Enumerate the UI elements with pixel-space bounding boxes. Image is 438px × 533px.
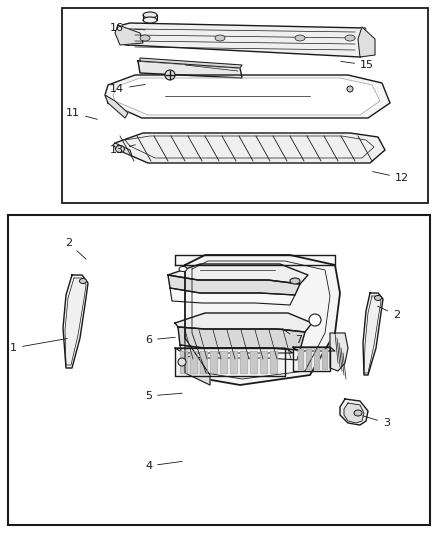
Polygon shape: [138, 61, 242, 78]
Polygon shape: [175, 313, 312, 332]
Ellipse shape: [215, 35, 225, 41]
Text: 14: 14: [110, 84, 145, 94]
Polygon shape: [340, 399, 368, 425]
Polygon shape: [113, 143, 132, 156]
Polygon shape: [185, 255, 340, 385]
Polygon shape: [330, 333, 348, 371]
Ellipse shape: [345, 35, 355, 41]
Ellipse shape: [290, 278, 300, 284]
Circle shape: [347, 86, 353, 92]
Bar: [8, 215, 430, 525]
Polygon shape: [115, 133, 385, 163]
Circle shape: [165, 70, 175, 80]
Text: 7: 7: [282, 328, 302, 345]
Ellipse shape: [179, 266, 187, 271]
Polygon shape: [363, 293, 383, 375]
Polygon shape: [240, 351, 247, 373]
Polygon shape: [250, 351, 257, 373]
Polygon shape: [180, 351, 187, 373]
Polygon shape: [298, 349, 303, 369]
Ellipse shape: [178, 358, 186, 366]
Ellipse shape: [143, 12, 157, 18]
Polygon shape: [168, 275, 300, 295]
Polygon shape: [200, 351, 207, 373]
Ellipse shape: [374, 295, 381, 301]
Text: 1: 1: [10, 338, 67, 353]
Text: 5: 5: [145, 391, 182, 401]
Polygon shape: [105, 95, 128, 118]
Text: 2: 2: [378, 306, 400, 320]
Ellipse shape: [80, 279, 86, 284]
Polygon shape: [293, 347, 330, 371]
Text: 16: 16: [110, 23, 145, 33]
Polygon shape: [220, 351, 227, 373]
Text: 12: 12: [373, 172, 409, 183]
Polygon shape: [175, 255, 335, 265]
Polygon shape: [115, 25, 143, 45]
Text: 3: 3: [363, 416, 390, 428]
Polygon shape: [190, 351, 197, 373]
Polygon shape: [358, 27, 375, 57]
Polygon shape: [293, 347, 335, 351]
Polygon shape: [322, 349, 327, 369]
Circle shape: [309, 314, 321, 326]
Ellipse shape: [143, 17, 157, 23]
Polygon shape: [314, 349, 319, 369]
Polygon shape: [118, 23, 370, 57]
Ellipse shape: [116, 146, 124, 152]
Text: 15: 15: [341, 60, 374, 70]
Ellipse shape: [354, 410, 362, 416]
Polygon shape: [344, 403, 364, 423]
Polygon shape: [185, 338, 210, 385]
Text: 6: 6: [145, 335, 175, 345]
Ellipse shape: [295, 35, 305, 41]
Polygon shape: [230, 351, 237, 373]
Polygon shape: [140, 58, 242, 68]
Text: 11: 11: [66, 108, 97, 119]
Polygon shape: [210, 351, 217, 373]
Polygon shape: [113, 78, 380, 115]
Ellipse shape: [140, 35, 150, 41]
Polygon shape: [260, 351, 267, 373]
Polygon shape: [175, 348, 293, 353]
Polygon shape: [175, 348, 285, 376]
Text: 4: 4: [145, 461, 182, 471]
Polygon shape: [63, 275, 88, 368]
Text: 2: 2: [65, 238, 86, 259]
Polygon shape: [168, 264, 308, 284]
Polygon shape: [180, 345, 300, 360]
Polygon shape: [270, 351, 277, 373]
Polygon shape: [170, 288, 295, 305]
Polygon shape: [178, 327, 305, 350]
Polygon shape: [306, 349, 311, 369]
Bar: [62, 8, 428, 203]
Text: 13: 13: [110, 145, 135, 155]
Polygon shape: [105, 75, 390, 118]
